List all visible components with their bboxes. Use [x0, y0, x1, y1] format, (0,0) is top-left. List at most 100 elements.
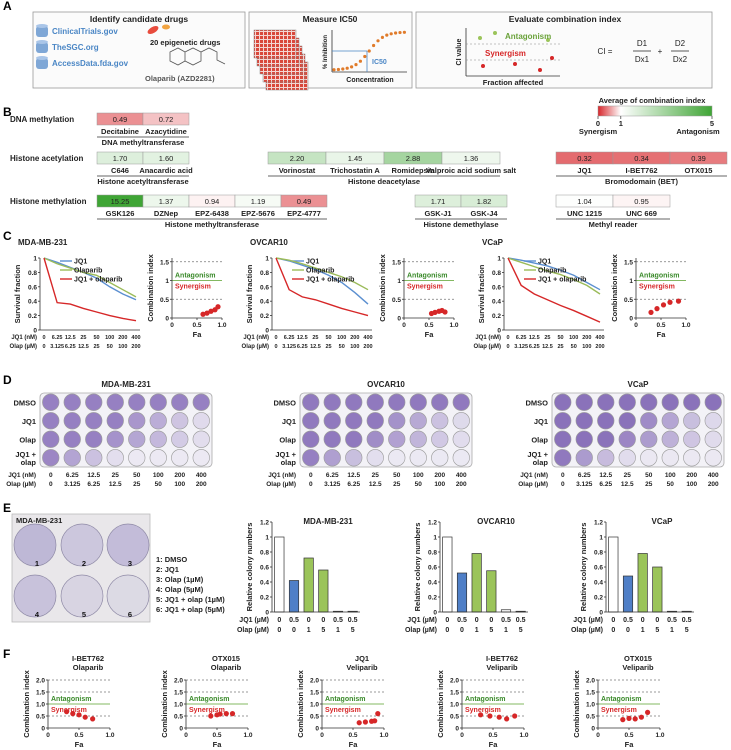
x-tick-label: 1: [641, 627, 645, 634]
y-tick-label: 0.5: [586, 714, 595, 721]
x-tick-label: 25: [326, 344, 332, 350]
cell-value: 0.72: [159, 115, 174, 124]
y-tick-label: 1: [33, 256, 37, 263]
well: [431, 449, 449, 467]
well: [149, 393, 167, 411]
x-tick-label: 50: [107, 344, 113, 350]
well: [149, 430, 167, 448]
x-tick-label: 0: [320, 732, 324, 739]
x-row-label: JQ1 (nM): [475, 335, 501, 341]
curve-dot: [385, 33, 389, 37]
well: [409, 393, 427, 411]
x-tick-label: 200: [595, 344, 604, 350]
x-tick-label: 6.25: [578, 472, 591, 479]
x-tick-label: 6.25: [326, 472, 339, 479]
y-tick-label: 0.5: [160, 297, 169, 304]
x-tick-label: 50: [155, 481, 163, 488]
ci-point: [442, 309, 448, 315]
ci-point: [90, 716, 96, 722]
x-tick-label: 1.0: [217, 322, 226, 329]
x-row-label: JQ1 (µM): [407, 617, 437, 624]
well: [345, 430, 363, 448]
y-tick-label: 0.4: [428, 580, 437, 587]
well: [106, 412, 124, 430]
well: [640, 430, 658, 448]
x-tick-label: 0: [277, 617, 281, 624]
antagonism-label: Antagonism: [639, 273, 679, 280]
x-tick-label: 0.5: [488, 732, 497, 739]
row-label: Olap: [19, 435, 36, 444]
series-line: [275, 257, 369, 317]
well: [192, 449, 210, 467]
cell-value: 1.60: [159, 154, 174, 163]
ci-point: [217, 711, 223, 717]
row-label: Olap: [531, 435, 548, 444]
y-tick-label: 1: [433, 535, 437, 542]
x-tick-label: 6.25: [516, 335, 527, 341]
x-tick-label: 0: [46, 732, 50, 739]
x-axis-label: Fa: [657, 330, 667, 339]
well: [106, 430, 124, 448]
well: [388, 449, 406, 467]
x-tick-label: 0.5: [667, 617, 677, 624]
y-tick-label: 0.6: [28, 284, 37, 291]
ci-point: [372, 718, 378, 724]
sketch-dot: [478, 36, 482, 40]
well: [366, 412, 384, 430]
antagonism-label: Antagonism: [601, 696, 641, 703]
plate: [39, 392, 213, 468]
x-tick-label: 0.5: [348, 732, 357, 739]
well: [85, 393, 103, 411]
chart-title: Veliparib: [486, 663, 518, 672]
cell-value: 2.88: [406, 154, 421, 163]
antagonism-label: Antagonism: [51, 696, 91, 703]
curve-dot: [398, 30, 402, 35]
y-tick-label: 1.2: [260, 520, 269, 527]
well: [192, 393, 210, 411]
formula-part: Dx1: [635, 55, 650, 64]
well: [683, 449, 701, 467]
y-axis-label: Combination index: [572, 669, 581, 737]
well: [149, 449, 167, 467]
synergism-label: Synergism: [465, 707, 501, 714]
well: [575, 393, 593, 411]
y-tick-label: 1.0: [586, 702, 595, 709]
bar: [608, 536, 619, 613]
ci-point: [512, 713, 518, 719]
x-tick-label: 100: [105, 335, 114, 341]
series-line: [507, 257, 601, 291]
well: [388, 430, 406, 448]
well: [345, 412, 363, 430]
chart-title: Olaparib: [73, 663, 104, 672]
chart-title: Olaparib: [211, 663, 242, 672]
well: [640, 412, 658, 430]
well: [366, 393, 384, 411]
ci-point: [654, 306, 660, 312]
y-tick-label: 0.5: [36, 714, 45, 721]
heat-cell: [441, 151, 501, 165]
drug-name: Decitabine: [101, 127, 139, 136]
well: [85, 412, 103, 430]
curve-dot: [332, 68, 336, 72]
x-tick-label: 100: [153, 472, 164, 479]
chart-title: VCaP: [482, 238, 504, 247]
drug-label: Olaparib (AZD2281): [145, 74, 215, 83]
x-tick-label: 25: [558, 344, 564, 350]
x-tick-label: 3.125: [576, 481, 593, 488]
note: 20 epigenetic drugs: [150, 38, 220, 47]
well: [452, 449, 470, 467]
cell-value: 1.04: [577, 197, 592, 206]
y-tick-label: 2.0: [450, 678, 459, 685]
well: [661, 393, 679, 411]
database-top: [36, 56, 48, 60]
x-tick-label: 0: [42, 335, 45, 341]
x-tick-label: 1.0: [449, 322, 458, 329]
x-tick-label: 0: [274, 344, 277, 350]
curve-dot: [336, 67, 340, 72]
bar: [318, 569, 329, 613]
colorbar-tick-label: 1: [619, 119, 623, 128]
ci-point: [675, 298, 682, 304]
heat-cell: [142, 151, 190, 165]
group-label: DNA methyltransferase: [102, 138, 185, 147]
cell-value: 0.49: [113, 115, 128, 124]
